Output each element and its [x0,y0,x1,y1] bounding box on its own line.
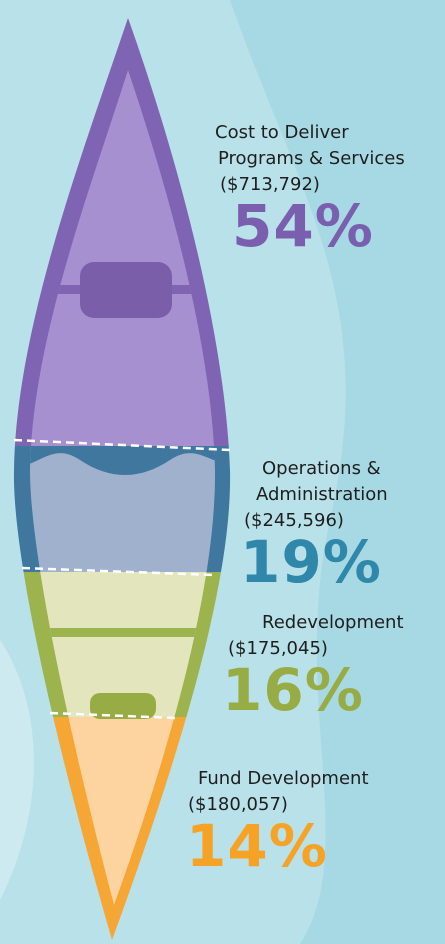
label: Programs & Services [218,148,405,169]
label: Administration [256,484,388,505]
percent: 14% [186,812,328,880]
page: Cost to Deliver Programs & Services ($71… [0,0,445,944]
infographic: Cost to Deliver Programs & Services ($71… [0,0,445,944]
percent: 16% [222,656,364,724]
label: Redevelopment [262,612,404,633]
percent: 54% [232,192,374,260]
label: Fund Development [198,768,369,789]
percent: 19% [240,528,382,596]
label: Operations & [262,458,381,479]
seat [90,693,156,719]
label: Cost to Deliver [215,122,349,143]
seat [80,262,172,318]
